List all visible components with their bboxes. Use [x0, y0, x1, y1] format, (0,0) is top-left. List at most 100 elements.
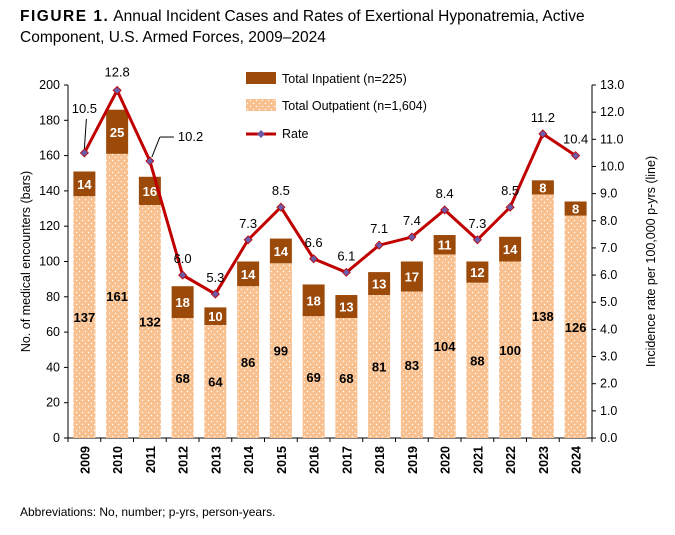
bar-inpatient [204, 307, 227, 326]
outpatient-data-label: 137 [74, 310, 96, 325]
rate-data-label: 10.5 [72, 101, 97, 116]
x-tick-label: 2013 [209, 446, 223, 474]
left-tick-label: 120 [39, 219, 60, 233]
x-tick-label: 2011 [144, 446, 158, 473]
x-tick-label: 2010 [111, 446, 125, 474]
bar-outpatient [204, 325, 227, 438]
left-tick-label: 180 [39, 113, 60, 127]
bar-outpatient [335, 317, 358, 438]
bar-inpatient [302, 284, 325, 317]
rate-line [83, 87, 577, 297]
right-tick-label: 5.0 [600, 295, 617, 309]
rate-marker [505, 202, 515, 212]
rate-marker [145, 156, 155, 166]
inpatient-data-label: 13 [372, 277, 386, 292]
inpatient-data-label: 13 [339, 300, 353, 315]
inpatient-data-label: 12 [470, 265, 484, 280]
inpatient-data-label: 10 [208, 309, 222, 324]
outpatient-data-label: 138 [532, 309, 554, 324]
x-tick-label: 2022 [504, 446, 518, 474]
x-tick-label: 2012 [177, 446, 191, 474]
x-tick-label: 2014 [242, 446, 256, 474]
bar-inpatient [466, 261, 489, 283]
bar-outpatient [269, 263, 292, 438]
x-tick-label: 2021 [471, 446, 485, 474]
rate-data-label: 6.1 [337, 248, 355, 263]
right-tick-label: 9.0 [600, 187, 617, 201]
outpatient-data-label: 104 [434, 339, 456, 354]
x-tick-label: 2020 [439, 446, 453, 474]
left-tick-label: 20 [46, 396, 60, 410]
bar-outpatient [237, 286, 260, 438]
inpatient-data-label: 25 [110, 125, 124, 140]
x-tick-label: 2024 [570, 446, 584, 474]
bar-outpatient [138, 205, 161, 438]
rate-marker [243, 235, 253, 245]
right-tick-label: 3.0 [600, 350, 617, 364]
outpatient-data-label: 68 [339, 371, 353, 386]
outpatient-data-label: 68 [175, 371, 189, 386]
rate-data-label: 6.0 [174, 251, 192, 266]
rate-marker [538, 129, 548, 139]
bar-outpatient [106, 153, 129, 438]
bar-outpatient [499, 261, 522, 438]
rate-data-label: 8.5 [501, 183, 519, 198]
rate-data-label: 7.3 [239, 216, 257, 231]
bar-outpatient [302, 316, 325, 438]
rate-marker [112, 85, 122, 95]
left-tick-label: 100 [39, 255, 60, 269]
rate-data-label: 10.2 [178, 129, 203, 144]
bar-outpatient [433, 254, 456, 438]
inpatient-data-label: 11 [438, 238, 452, 253]
outpatient-data-label: 100 [499, 343, 521, 358]
x-tick-label: 2018 [373, 446, 387, 474]
footnote: Abbreviations: No, number; p-yrs, person… [20, 505, 276, 519]
outpatient-data-label: 81 [372, 360, 386, 375]
bar-inpatient [269, 238, 292, 264]
bar-outpatient [531, 194, 554, 438]
outpatient-data-label: 132 [139, 315, 161, 330]
figure-label: FIGURE 1. [20, 8, 110, 25]
bar-inpatient [335, 295, 358, 318]
leader-line [151, 136, 161, 158]
x-tick-label: 2016 [308, 446, 322, 474]
rate-data-label: 12.8 [104, 64, 129, 79]
bar-inpatient [237, 261, 260, 287]
rate-marker [341, 267, 351, 277]
right-tick-label: 2.0 [600, 377, 617, 391]
rate-marker [407, 232, 417, 242]
bar-inpatient [73, 171, 96, 197]
left-tick-label: 40 [46, 360, 60, 374]
outpatient-data-label: 83 [405, 358, 419, 373]
right-tick-label: 10.0 [600, 159, 624, 173]
outpatient-data-label: 99 [274, 344, 288, 359]
bar-outpatient [171, 317, 194, 438]
right-tick-label: 11.0 [600, 132, 623, 146]
bar-inpatient [400, 261, 423, 292]
bar-inpatient [531, 180, 554, 195]
rate-data-label: 7.3 [468, 216, 486, 231]
outpatient-data-label: 86 [241, 355, 255, 370]
rate-marker [571, 151, 581, 161]
left-tick-label: 80 [46, 290, 60, 304]
x-tick-label: 2009 [78, 446, 92, 474]
bar-inpatient [171, 286, 194, 318]
inpatient-data-label: 8 [539, 180, 546, 195]
left-tick-label: 60 [46, 325, 60, 339]
legend-marker-rate [257, 130, 265, 138]
left-axis-title: No. of medical encounters (bars) [19, 171, 33, 352]
outpatient-data-label: 64 [208, 375, 223, 390]
rate-data-label: 5.3 [206, 270, 224, 285]
bar-inpatient [564, 201, 587, 216]
rate-marker [472, 235, 482, 245]
x-tick-label: 2017 [340, 446, 354, 474]
bar-outpatient [73, 196, 96, 438]
right-tick-label: 13.0 [600, 78, 624, 92]
bar-outpatient [564, 215, 587, 438]
rate-data-label: 10.4 [563, 132, 588, 147]
inpatient-data-label: 14 [241, 267, 256, 282]
rate-data-label: 11.2 [531, 110, 555, 125]
inpatient-data-label: 16 [143, 184, 157, 199]
legend-label-inpatient: Total Inpatient (n=225) [282, 72, 407, 86]
rate-data-label: 7.4 [403, 213, 421, 228]
